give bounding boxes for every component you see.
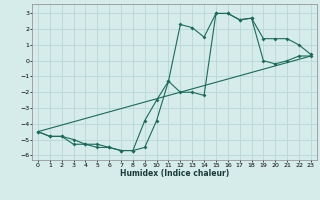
X-axis label: Humidex (Indice chaleur): Humidex (Indice chaleur) xyxy=(120,169,229,178)
